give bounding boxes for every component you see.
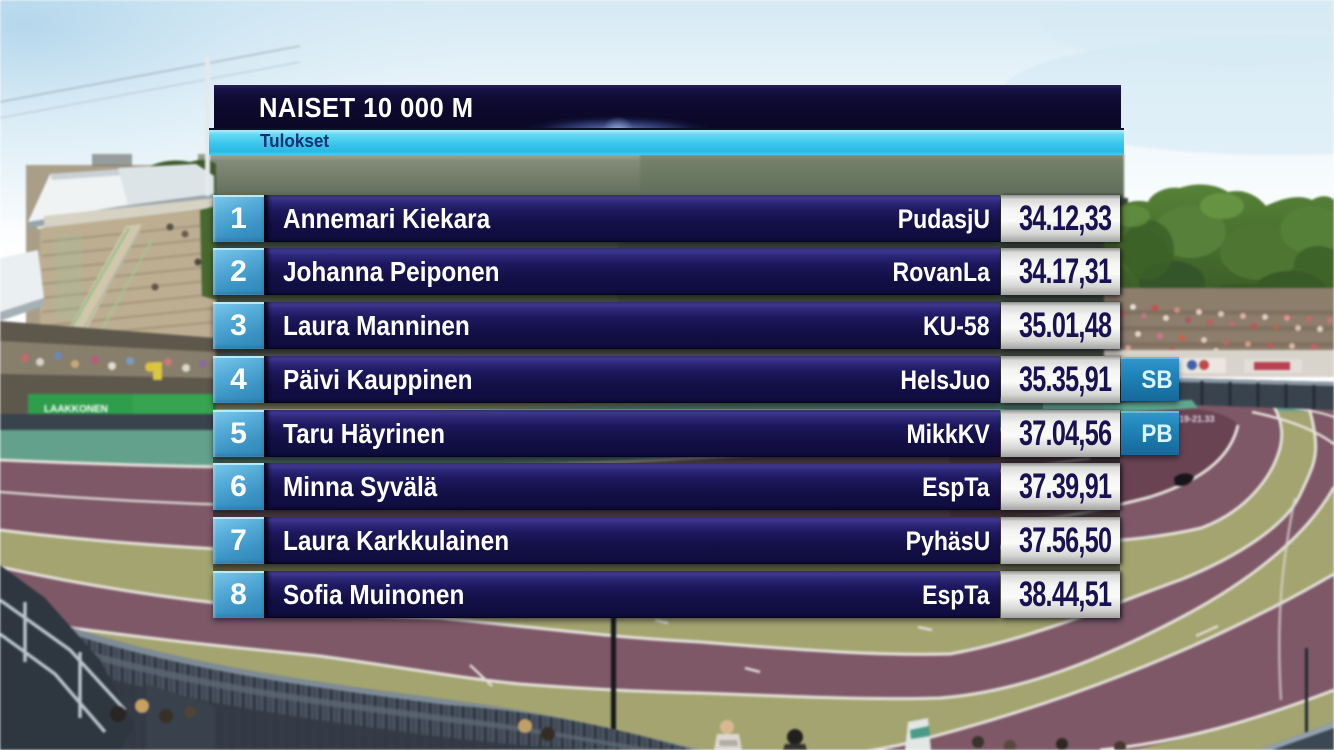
svg-text:19-21.33: 19-21.33 [1179, 414, 1215, 424]
svg-text:LAAKKONEN: LAAKKONEN [44, 404, 108, 415]
